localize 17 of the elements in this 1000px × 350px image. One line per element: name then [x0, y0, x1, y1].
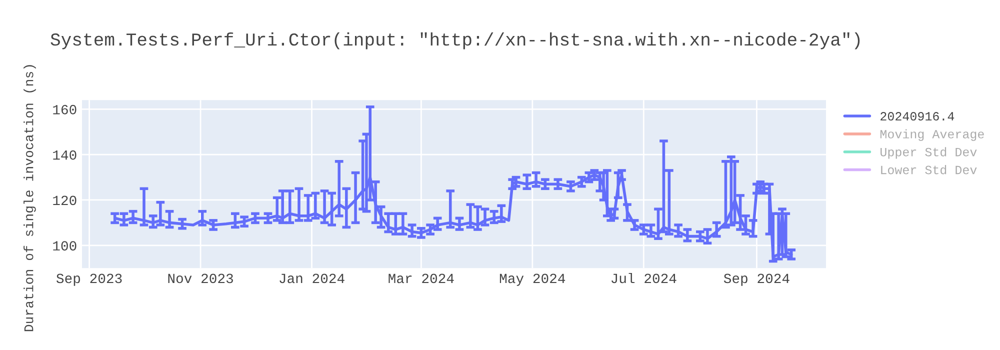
x-tick-label: Sep 2023 [56, 274, 122, 286]
x-tick-label: May 2024 [500, 274, 566, 286]
chart-title: System.Tests.Perf_Uri.Ctor(input: "http://xn--hst-sna.with.xn--nicode-2ya") [50, 32, 860, 50]
y-tick-label: 120 [53, 196, 76, 206]
x-tick-label: Mar 2024 [388, 274, 454, 284]
legend-label: Lower Std Dev [881, 165, 977, 174]
x-tick-label: Sep 2024 [724, 274, 790, 286]
legend-label: 20240916.4 [880, 112, 954, 121]
y-tick-label: 140 [53, 150, 76, 160]
legend-label: Upper Std Dev [880, 147, 977, 159]
y-tick-label: 100 [53, 241, 76, 251]
y-axis-title: Duration of single invocation (ns) [24, 65, 36, 332]
x-tick-label: Jul 2024 [612, 272, 676, 284]
x-tick-label: Nov 2023 [168, 274, 233, 284]
x-tick-label: Jan 2024 [280, 274, 344, 284]
legend-label: Moving Average [880, 129, 984, 141]
y-tick-label: 160 [53, 104, 76, 114]
